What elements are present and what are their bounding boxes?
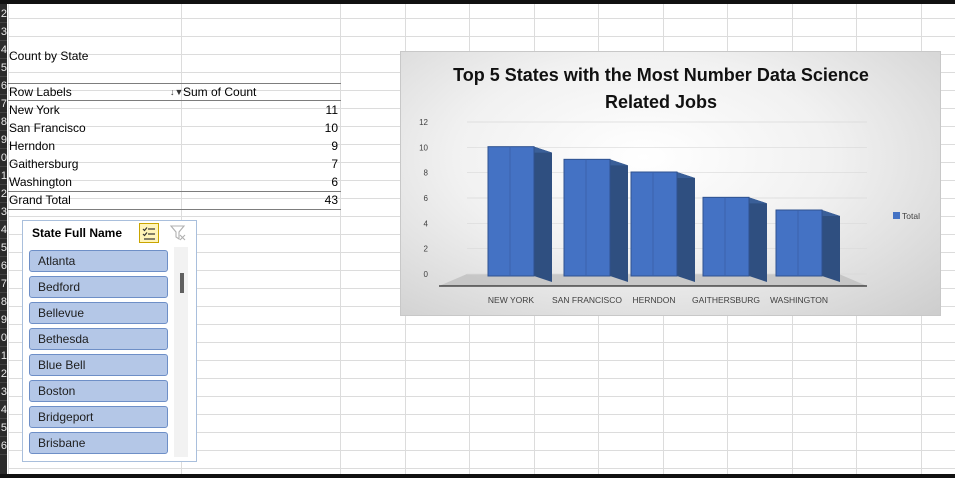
pivot-border [8,209,341,210]
row-number[interactable]: 4 [0,221,7,239]
pivot-row-label[interactable]: New York [9,103,60,117]
row-number[interactable]: 8 [0,293,7,311]
chart-title: Top 5 States with the Most Number Data S… [453,65,869,112]
x-tick-label: NEW YORK [488,295,534,305]
pivot-title[interactable]: Count by State [9,49,89,63]
row-number[interactable]: 5 [0,419,7,437]
row-number[interactable]: 6 [0,257,7,275]
window-top-edge [0,0,955,4]
clear-filter-icon[interactable] [169,224,187,242]
slicer-item[interactable]: Bellevue [29,302,168,324]
bar-side [534,146,552,282]
pivot-row-label[interactable]: Washington [9,175,72,189]
x-tick-label: GAITHERSBURG [692,295,760,305]
pivot-row-label[interactable]: Gaithersburg [9,157,79,171]
row-number[interactable]: 5 [0,239,7,257]
row-number[interactable]: 5 [0,59,7,77]
multi-select-icon[interactable] [139,223,159,243]
row-number[interactable]: 3 [0,383,7,401]
bar-side [822,210,840,282]
slicer-scrollbar[interactable] [174,247,188,457]
row-number[interactable]: 1 [0,347,7,365]
row-number[interactable]: 2 [0,185,7,203]
x-tick-label: SAN FRANCISCO [552,295,622,305]
bar [630,171,678,277]
y-tick-label: 0 [424,270,429,279]
state-slicer[interactable]: State Full Name Atlanta Bedford Bellevue… [22,220,197,462]
bar-side [749,197,767,282]
bar [487,146,535,277]
slicer-item[interactable]: Bridgeport [29,406,168,428]
pivot-row-label[interactable]: Herndon [9,139,56,153]
row-number[interactable]: 2 [0,5,7,23]
pivot-header-row-labels[interactable]: Row Labels [9,85,72,99]
row-number[interactable]: 6 [0,437,7,455]
bar-side [677,172,695,282]
slicer-item[interactable]: Brisbane [29,432,168,454]
pivot-border [8,100,341,101]
y-tick-label: 8 [424,169,429,178]
slicer-item[interactable]: Bethesda [29,328,168,350]
pivot-row-value[interactable]: 6 [331,175,338,189]
row-number[interactable]: 9 [0,311,7,329]
row-number[interactable]: 3 [0,23,7,41]
bar [775,209,823,277]
pivot-header-sum[interactable]: Sum of Count [183,85,257,99]
window-bottom-edge [0,474,955,478]
pivot-row-value[interactable]: 7 [331,157,338,171]
legend-label: Total [902,211,920,221]
y-tick-label: 2 [424,245,429,254]
x-tick-label: HERNDON [633,295,676,305]
row-number[interactable]: 9 [0,131,7,149]
chart-plot: 0 2 4 6 8 10 12 NEW YORK SAN FRANCISCO HERNDON GAI… [419,118,920,305]
row-number[interactable]: 3 [0,203,7,221]
row-number[interactable]: 4 [0,41,7,59]
pivot-row-value[interactable]: 11 [325,103,338,117]
row-number[interactable]: 7 [0,275,7,293]
row-number[interactable]: 4 [0,401,7,419]
slicer-item[interactable]: Boston [29,380,168,402]
slicer-scroll-thumb[interactable] [180,273,184,293]
pivot-border [8,83,341,84]
row-number[interactable]: 2 [0,365,7,383]
row-number[interactable]: 1 [0,167,7,185]
y-tick-label: 6 [424,194,429,203]
bar-chart[interactable]: Top 5 States with the Most Number Data S… [400,51,941,316]
bar [563,158,611,277]
y-tick-label: 12 [419,118,428,127]
slicer-item[interactable]: Atlanta [29,250,168,272]
pivot-grand-total-label[interactable]: Grand Total [9,193,71,207]
slicer-item[interactable]: Blue Bell [29,354,168,376]
pivot-grand-total-value[interactable]: 43 [324,193,338,207]
pivot-row-value[interactable]: 10 [324,121,338,135]
column-line [340,0,341,478]
row-number[interactable]: 7 [0,95,7,113]
x-tick-label: WASHINGTON [770,295,828,305]
row-number[interactable]: 0 [0,149,7,167]
slicer-item[interactable]: Bedford [29,276,168,298]
pivot-row-label[interactable]: San Francisco [9,121,86,135]
row-number[interactable]: 0 [0,329,7,347]
bar [702,196,750,277]
y-tick-label: 10 [419,143,428,152]
bar-side [610,159,628,282]
legend-swatch [893,212,900,219]
row-number[interactable]: 6 [0,77,7,95]
row-number[interactable]: 8 [0,113,7,131]
pivot-border [8,191,341,192]
sort-filter-icon[interactable]: ↓▼ [170,87,184,97]
pivot-row-value[interactable]: 9 [331,139,338,153]
slicer-title: State Full Name [32,226,123,240]
y-tick-label: 4 [424,219,429,228]
